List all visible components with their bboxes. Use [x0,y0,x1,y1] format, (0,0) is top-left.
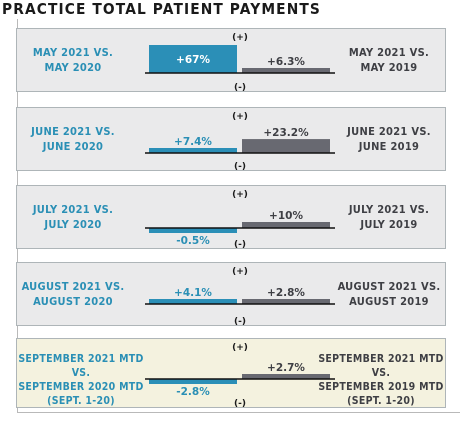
right-bar [242,374,330,379]
comparison-panel: JULY 2021 VS. JULY 2020 JULY 2021 VS. JULY … [16,185,446,250]
left-bar [149,148,237,153]
label-line: JUNE 2020 [42,140,104,153]
right-value-label: +2.8% [267,287,305,299]
left-bar [149,45,237,73]
label-line: JULY 2021 VS. [348,203,430,216]
bar-pair: (+) (-) -2.8% +2.7% [145,343,335,409]
left-bar [149,228,237,233]
right-bar [242,68,330,73]
label-line: SEPTEMBER 2021 MTD VS. [318,353,444,379]
chart-title: PRACTICE TOTAL PATIENT PAYMENTS [2,0,321,18]
right-bar [242,139,330,153]
positive-marker: (+) [232,190,248,200]
label-line: (SEPT. 1-20) [347,395,415,407]
right-value-label: +23.2% [263,127,309,139]
left-value-label: +67% [176,54,210,66]
label-line: MAY 2020 [44,61,102,74]
label-line: AUGUST 2021 VS. [21,280,125,293]
label-line: JULY 2020 [44,218,102,231]
label-line: JULY 2021 VS. [32,203,114,216]
label-line: SEPTEMBER 2021 MTD VS. [18,353,144,379]
label-line: SEPTEMBER 2020 MTD [18,381,144,393]
left-bar [149,299,237,304]
right-bar [242,299,330,304]
right-value-label: +10% [269,210,303,222]
right-comparison-label: SEPTEMBER 2021 MTD VS. SEPTEMBER 2019 MTD… [317,352,445,408]
comparison-panel: AUGUST 2021 VS. AUGUST 2020 AUGUST 2021 VS… [16,262,446,327]
left-value-label: +7.4% [174,136,212,148]
left-comparison-label: JUNE 2021 VS. JUNE 2020 [17,124,129,154]
bar-pair: (+) (-) -0.5% +10% [145,190,335,250]
right-value-label: +2.7% [267,362,305,374]
left-comparison-label: MAY 2021 VS. MAY 2020 [17,45,129,75]
right-comparison-label: JUNE 2021 VS. JUNE 2019 [333,124,445,154]
positive-marker: (+) [232,343,248,353]
right-comparison-label: AUGUST 2021 VS. AUGUST 2019 [333,279,445,309]
right-value-label: +6.3% [267,56,305,68]
negative-marker: (-) [234,240,246,250]
bar-pair: (+) (-) +7.4% +23.2% [145,112,335,172]
negative-marker: (-) [234,83,246,93]
positive-marker: (+) [232,112,248,122]
label-line: MAY 2019 [360,61,418,74]
right-comparison-label: MAY 2021 VS. MAY 2019 [333,45,445,75]
left-value-label: -2.8% [176,386,210,398]
label-line: (SEPT. 1-20) [47,395,115,407]
right-bar [242,222,330,228]
label-line: AUGUST 2021 VS. [337,280,441,293]
label-line: AUGUST 2019 [349,295,429,308]
left-comparison-label: AUGUST 2021 VS. AUGUST 2020 [17,279,129,309]
bar-pair: (+) (-) +4.1% +2.8% [145,267,335,327]
bar-pair: (+) (-) +67% +6.3% [145,33,335,93]
left-value-label: +4.1% [174,287,212,299]
label-line: MAY 2021 VS. [32,46,114,59]
label-line: JULY 2019 [360,218,418,231]
negative-marker: (-) [234,399,246,409]
negative-marker: (-) [234,162,246,172]
right-comparison-label: JULY 2021 VS. JULY 2019 [333,202,445,232]
label-line: JUNE 2021 VS. [31,125,115,138]
positive-marker: (+) [232,33,248,43]
comparison-panel: JUNE 2021 VS. JUNE 2020 JUNE 2021 VS. JUNE … [16,107,446,172]
left-comparison-label: SEPTEMBER 2021 MTD VS. SEPTEMBER 2020 MTD… [17,352,145,408]
label-line: SEPTEMBER 2019 MTD [318,381,444,393]
label-line: AUGUST 2020 [33,295,113,308]
left-comparison-label: JULY 2021 VS. JULY 2020 [17,202,129,232]
comparison-panel: MAY 2021 VS. MAY 2020 MAY 2021 VS. MAY 2019… [16,28,446,93]
positive-marker: (+) [232,267,248,277]
negative-marker: (-) [234,317,246,327]
label-line: MAY 2021 VS. [348,46,430,59]
label-line: JUNE 2019 [358,140,420,153]
left-value-label: -0.5% [176,235,210,247]
comparison-panel: SEPTEMBER 2021 MTD VS. SEPTEMBER 2020 MTD… [16,338,446,409]
label-line: JUNE 2021 VS. [347,125,431,138]
left-bar [149,379,237,384]
